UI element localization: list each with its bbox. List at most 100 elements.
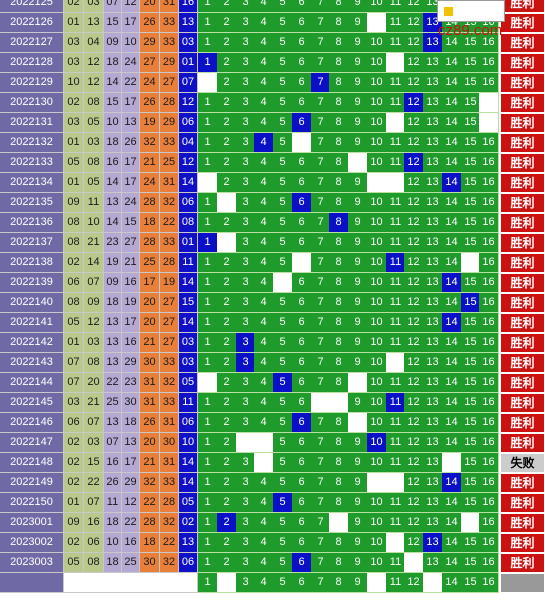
result-win-badge[interactable]: 胜利: [500, 93, 545, 113]
prediction-cell: 4: [254, 293, 274, 313]
prediction-cell: 13: [423, 453, 443, 473]
result-win-badge[interactable]: 胜利: [500, 553, 545, 573]
result-win-badge[interactable]: 胜利: [500, 173, 545, 193]
result-win-badge[interactable]: 胜利: [500, 113, 545, 133]
prediction-cell: 5: [273, 233, 293, 253]
result-win-badge[interactable]: 胜利: [500, 493, 545, 513]
result-win-badge[interactable]: 胜利: [500, 193, 545, 213]
blue-ball-cell: 05: [179, 373, 198, 393]
result-win-badge[interactable]: 胜利: [500, 533, 545, 553]
prediction-cell: 10: [367, 533, 387, 553]
prediction-cell: [367, 573, 387, 593]
prediction-cell: 7: [311, 13, 331, 33]
prediction-cell: 8: [329, 53, 349, 73]
prediction-cell: 1: [198, 33, 218, 53]
prediction-cell: 2: [217, 33, 237, 53]
red-ball-cell: 02: [64, 453, 84, 473]
prediction-cell: [254, 433, 274, 453]
prediction-cell: 4: [254, 233, 274, 253]
prediction-cell: 15: [461, 433, 481, 453]
result-win-badge[interactable]: 胜利: [500, 393, 545, 413]
prediction-cell: 14: [442, 373, 462, 393]
red-ball-cell: 12: [84, 53, 104, 73]
red-ball-cell: 31: [160, 413, 179, 433]
prediction-cell: 15: [461, 133, 481, 153]
period-cell: 2022138: [0, 253, 64, 273]
result-win-badge[interactable]: 胜利: [500, 313, 545, 333]
red-ball-cell: 23: [104, 233, 122, 253]
result-win-badge[interactable]: 胜利: [500, 273, 545, 293]
red-ball-cell: 31: [160, 453, 179, 473]
prediction-cell: 8: [329, 333, 349, 353]
prediction-cell: 5: [273, 293, 293, 313]
site-logo[interactable]: cz89.com: [437, 0, 505, 39]
result-win-badge[interactable]: 胜利: [500, 213, 545, 233]
result-win-badge[interactable]: 胜利: [500, 373, 545, 393]
prediction-hit-cell: 13: [423, 33, 443, 53]
result-win-badge[interactable]: 胜利: [500, 413, 545, 433]
result-win-badge[interactable]: 胜利: [500, 473, 545, 493]
red-ball-cell: 29: [122, 353, 140, 373]
result-win-badge[interactable]: 胜利: [500, 293, 545, 313]
result-win-badge[interactable]: 胜利: [500, 253, 545, 273]
prediction-cell: [198, 73, 218, 93]
result-win-badge[interactable]: 胜利: [500, 73, 545, 93]
period-cell: 2022127: [0, 33, 64, 53]
result-win-badge[interactable]: 胜利: [500, 133, 545, 153]
prediction-cell: 5: [273, 433, 293, 453]
prediction-hit-cell: 7: [311, 73, 331, 93]
prediction-cell: 7: [311, 433, 331, 453]
result-win-badge[interactable]: 胜利: [500, 33, 545, 53]
table-row: 2022131 03 05 10 13 19 29 06 1 2 3 4 5 6 7 8 9 10 12 13 14 15…: [0, 113, 545, 133]
red-ball-cell: 31: [160, 0, 179, 13]
result-win-badge[interactable]: 胜利: [500, 433, 545, 453]
result-win-badge[interactable]: 胜利: [500, 153, 545, 173]
prediction-cell: 12: [404, 413, 424, 433]
result-win-badge[interactable]: 胜利: [500, 353, 545, 373]
prediction-hit-cell: 14: [442, 273, 462, 293]
red-ball-cell: 33: [160, 13, 179, 33]
prediction-cell: 12: [404, 53, 424, 73]
prediction-cell: 5: [273, 173, 293, 193]
red-ball-cell: 16: [122, 273, 140, 293]
prediction-cell: 4: [254, 353, 274, 373]
blue-ball-cell: 16: [179, 0, 198, 13]
red-ball-cell: 22: [84, 473, 104, 493]
red-ball-cell: 19: [122, 293, 140, 313]
table-row: 2022143 07 08 13 29 30 33 03 1 2 3 4 5 6 7 8 9 10 12 13 14 15…: [0, 353, 545, 373]
period-cell: 2022137: [0, 233, 64, 253]
prediction-cell: [217, 233, 237, 253]
prediction-cell: 12: [404, 0, 424, 13]
result-win-badge[interactable]: 胜利: [500, 513, 545, 533]
red-ball-cell: 08: [64, 293, 84, 313]
prediction-cell: 4: [254, 573, 274, 593]
red-ball-cell: 22: [122, 513, 140, 533]
prediction-cell: 16: [479, 553, 499, 573]
prediction-cell: 6: [292, 73, 312, 93]
result-win-badge[interactable]: 胜利: [500, 0, 545, 13]
result-win-badge[interactable]: 胜利: [500, 53, 545, 73]
prediction-cell: 3: [236, 393, 256, 413]
red-ball-cell: 05: [84, 113, 104, 133]
red-ball-cell: 29: [122, 473, 140, 493]
prediction-cell: 16: [479, 373, 499, 393]
prediction-cell: 14: [442, 513, 462, 533]
prediction-cell: 10: [367, 113, 387, 133]
table-row: 2022138 02 14 19 21 25 28 11 1 2 3 4 5 7 8 9 10 11 12 13 14 1…: [0, 253, 545, 273]
prediction-cell: 8: [329, 493, 349, 513]
red-ball-cell: 22: [140, 493, 160, 513]
prediction-cell: 2: [217, 393, 237, 413]
period-cell: 2023002: [0, 533, 64, 553]
red-ball-cell: 06: [64, 273, 84, 293]
result-fail-badge[interactable]: 失败: [500, 453, 545, 473]
prediction-cell: 6: [292, 353, 312, 373]
red-ball-cell: 24: [140, 173, 160, 193]
prediction-cell: [217, 193, 237, 213]
result-win-badge[interactable]: 胜利: [500, 233, 545, 253]
prediction-cell: 14: [442, 393, 462, 413]
result-win-badge[interactable]: 胜利: [500, 333, 545, 353]
prediction-cell: 3: [236, 513, 256, 533]
result-win-badge[interactable]: 胜利: [500, 13, 545, 33]
red-ball-cell: 11: [104, 493, 122, 513]
period-cell-empty: [0, 573, 64, 593]
